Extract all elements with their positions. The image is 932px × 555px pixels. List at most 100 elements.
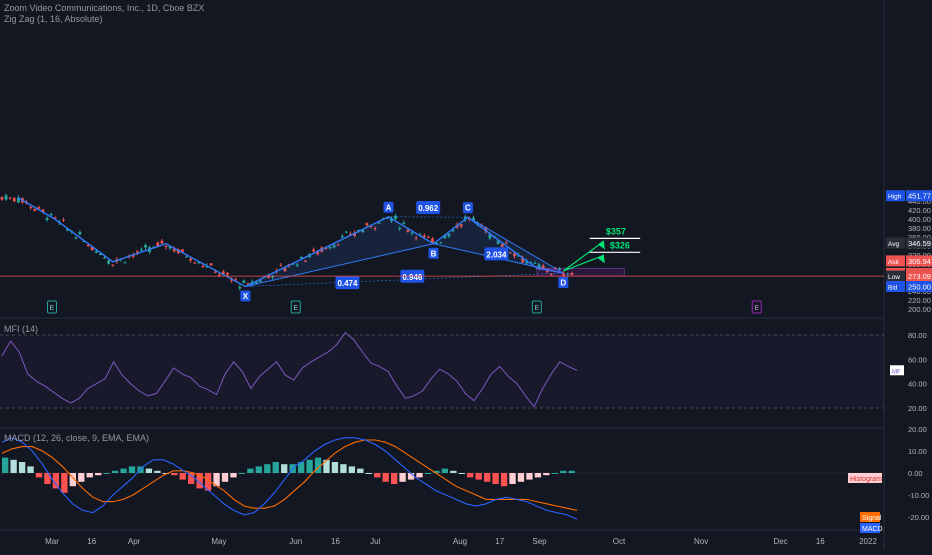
macd-histogram-bar (518, 473, 524, 482)
candle-body (210, 263, 213, 265)
target-label: $357 (606, 226, 626, 236)
macd-tag: Histogram (850, 476, 882, 483)
candle-body (193, 263, 196, 264)
macd-histogram-bar (492, 473, 498, 484)
candle-body (9, 197, 12, 198)
candle-body (136, 251, 139, 252)
x-axis-label: 16 (331, 537, 340, 546)
mfi-tick-label: 20.00 (908, 404, 927, 413)
macd-histogram-bar (332, 462, 338, 473)
macd-histogram-bar (484, 473, 490, 482)
earnings-marker-label: E (534, 305, 539, 312)
macd-histogram-bar (450, 471, 456, 473)
pattern-ratio-label: 2.034 (486, 250, 507, 259)
macd-histogram-bar (129, 466, 135, 473)
macd-tag: Signal (862, 515, 882, 522)
pattern-ratio-label: 0.962 (418, 204, 439, 213)
price-tag-name: Low (888, 274, 900, 281)
candle-body (279, 265, 282, 266)
candle-body (214, 272, 217, 273)
mfi-legend: MFI (14) (4, 324, 38, 334)
candle-body (33, 209, 36, 210)
mfi-tag: MF (892, 369, 901, 375)
candle-body (218, 274, 221, 275)
macd-histogram-bar (95, 473, 101, 475)
target-arrow (563, 241, 604, 271)
macd-tag: MACD (862, 526, 883, 533)
candle-body (394, 216, 397, 219)
candle-body (103, 258, 106, 259)
pattern-point-A: A (386, 203, 392, 212)
macd-histogram-bar (416, 473, 422, 477)
macd-histogram-bar (36, 473, 42, 477)
candle-body (144, 245, 147, 247)
pattern-point-X: X (243, 292, 249, 301)
mfi-band (0, 335, 884, 408)
macd-histogram-bar (180, 473, 186, 480)
candle-body (1, 197, 4, 199)
candle-body (62, 220, 65, 221)
x-axis-label: Oct (613, 537, 626, 546)
target-label: $326 (610, 240, 630, 250)
macd-histogram-bar (467, 473, 473, 477)
target-arrow-head (598, 240, 605, 249)
macd-histogram-bar (27, 466, 33, 473)
macd-tick-label: -20.00 (908, 513, 929, 522)
candle-body (46, 218, 49, 220)
candle-body (140, 249, 143, 250)
macd-histogram-bar (78, 473, 84, 482)
macd-histogram-bar (146, 469, 152, 473)
candle-body (95, 251, 98, 253)
mfi-tick-label: 60.00 (908, 355, 927, 364)
x-axis-label: Mar (45, 537, 59, 546)
price-tick-label: 420.00 (908, 206, 931, 215)
candle-body (185, 257, 188, 258)
x-axis-label: Nov (694, 537, 708, 546)
macd-histogram-bar (366, 473, 372, 474)
x-axis-label: Dec (773, 537, 787, 546)
candle-body (29, 207, 32, 208)
x-axis-label: 17 (495, 537, 504, 546)
macd-histogram-bar (61, 473, 67, 493)
macd-histogram-bar (154, 471, 160, 473)
price-tag-value: 250.00 (908, 283, 931, 292)
x-axis-label: May (211, 537, 226, 546)
x-axis-label: Jun (289, 537, 302, 546)
price-tag-value: 306.94 (908, 257, 931, 266)
pattern-point-D: D (560, 279, 566, 288)
macd-legend: MACD (12, 26, close, 9, EMA, EMA) (4, 433, 149, 443)
support-zone-box (537, 269, 624, 277)
macd-histogram-bar (87, 473, 93, 477)
price-tick-label: 400.00 (908, 215, 931, 224)
pattern-point-B: B (431, 249, 437, 258)
macd-histogram-bar (543, 473, 549, 475)
pattern-point-C: C (465, 204, 471, 213)
price-tag-value: 451.77 (908, 192, 931, 201)
macd-histogram-bar (171, 473, 177, 475)
zigzag-legend: Zig Zag (1, 16, Absolute) (4, 14, 103, 24)
candle-body (161, 241, 164, 244)
price-tag-value: 273.09 (908, 272, 931, 281)
price-tag-value: 346.59 (908, 239, 931, 248)
candle-body (50, 214, 53, 215)
candle-body (341, 236, 344, 237)
macd-histogram-bar (264, 464, 270, 473)
macd-histogram-bar (281, 464, 287, 473)
price-tick-label: 380.00 (908, 224, 931, 233)
candle-body (111, 265, 114, 266)
macd-histogram-bar (340, 464, 346, 473)
x-axis-label: 2022 (859, 537, 877, 546)
macd-histogram-bar (526, 473, 532, 480)
macd-histogram-bar (383, 473, 389, 482)
candle-body (202, 266, 205, 267)
macd-histogram-bar (391, 473, 397, 484)
macd-histogram-bar (112, 471, 118, 473)
macd-tick-label: 10.00 (908, 447, 927, 456)
macd-histogram-bar (19, 462, 25, 473)
candle-body (124, 262, 127, 263)
candle-body (427, 237, 430, 238)
price-tag-name: High (888, 194, 902, 201)
macd-histogram-bar (509, 473, 515, 484)
